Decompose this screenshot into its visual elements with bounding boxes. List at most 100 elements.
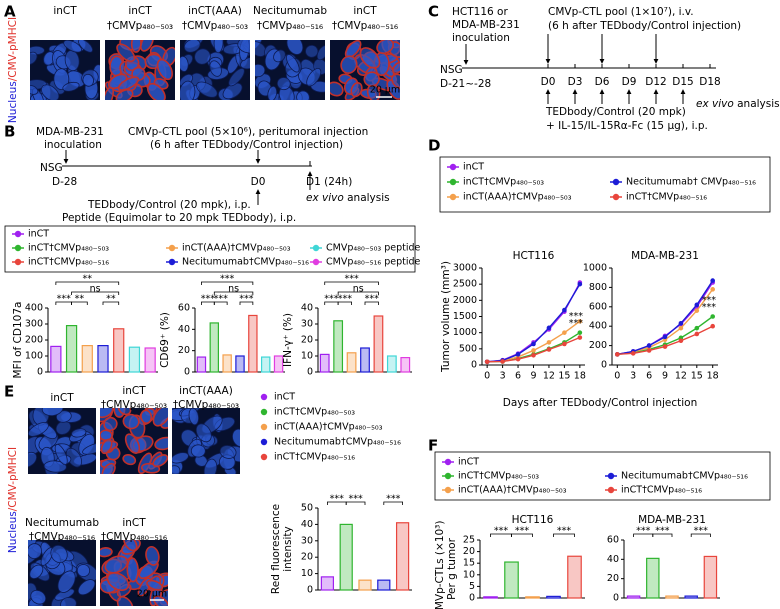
data-point <box>615 352 620 357</box>
label: D-28 <box>52 176 77 188</box>
stain-nucleus: Nucleus <box>7 81 19 123</box>
micrograph <box>172 408 240 474</box>
significance-label: ** <box>106 294 116 305</box>
image-title: †CMVp₄₈₀₋₅₁₆ <box>257 20 323 32</box>
bar <box>339 523 353 591</box>
bar <box>50 345 62 373</box>
significance-bracket <box>553 533 575 537</box>
legend-marker <box>168 258 176 266</box>
cell <box>340 55 358 74</box>
x-tick-label: 12 <box>543 371 555 382</box>
data-point <box>694 302 700 308</box>
data-point <box>710 287 715 292</box>
bar <box>248 314 258 373</box>
legend-entry: inCT(AAA)†CMVp₄₈₀₋₅₀₃ <box>274 422 383 433</box>
data-point <box>710 278 715 283</box>
image-title: Necitumumab <box>25 517 99 529</box>
micrograph <box>28 540 96 606</box>
y-tick-label: 600 <box>589 301 607 312</box>
legend-entry: Necitumumab†CMVp₄₈₀₋₅₁₆ <box>621 471 748 482</box>
label: + IL-15/IL-15Rα-Fc (15 μg), i.p. <box>546 120 708 132</box>
significance-bracket <box>324 281 379 285</box>
cell <box>41 408 64 417</box>
bar <box>144 347 156 373</box>
micrograph <box>100 540 168 606</box>
data-point <box>562 307 567 313</box>
image-title: †CMVp₄₈₀₋₅₀₃ <box>182 20 248 32</box>
significance-label: ** <box>75 294 85 305</box>
significance-bracket <box>71 291 120 295</box>
bar <box>333 320 344 373</box>
significance-label: *** <box>386 494 401 505</box>
y-tick-label: 300 <box>25 319 43 330</box>
analysis-italic: ex vivo <box>696 98 734 110</box>
analysis-label: ex vivo analysis <box>696 98 780 110</box>
legend-marker <box>260 438 268 446</box>
bar <box>400 357 411 373</box>
cell <box>152 454 168 468</box>
y-tick-label: 1000 <box>453 327 477 338</box>
data-point <box>694 331 700 337</box>
cell <box>196 81 218 98</box>
y-tick-label: 30 <box>301 535 313 546</box>
significance-bracket <box>337 301 352 305</box>
label: D1 (24h) <box>306 176 352 188</box>
significance-label: *** <box>494 526 509 537</box>
bar <box>546 595 561 599</box>
y-tick-label: 25 <box>463 535 475 546</box>
label: (6 h after TEDbody/Control injection) <box>150 139 343 151</box>
significance-label: *** <box>348 494 363 505</box>
cell <box>145 545 160 566</box>
data-point <box>562 341 567 347</box>
stain-nucleus: Nucleus <box>7 511 19 553</box>
data-point <box>630 351 636 356</box>
cell <box>28 422 49 437</box>
cell <box>100 438 113 455</box>
cell <box>209 60 222 77</box>
legend-entry: Necitumumab† CMVp₄₈₀₋₅₁₆ <box>626 177 756 188</box>
bar <box>346 352 357 373</box>
label: HCT116 or <box>452 6 508 18</box>
y-tick-label: 1000 <box>583 263 607 274</box>
legend-marker <box>444 472 452 480</box>
data-point <box>500 359 505 364</box>
label: inoculation <box>452 32 510 44</box>
analysis-text: analysis <box>734 98 780 110</box>
significance-bracket <box>71 301 88 305</box>
y-tick-label: 5 <box>469 581 475 592</box>
significance-label: *** <box>338 294 353 305</box>
significance-label: *** <box>702 295 717 306</box>
y-tick-label: 3000 <box>453 263 477 274</box>
legend-entry: CMVp₄₈₀₋₅₀₃ peptide <box>326 243 421 254</box>
significance-label: *** <box>201 294 216 305</box>
data-point <box>531 348 536 353</box>
micrograph <box>330 40 400 100</box>
cell <box>28 451 37 468</box>
cell <box>76 564 91 577</box>
cell <box>123 540 138 552</box>
x-tick-label: 6 <box>515 371 521 382</box>
legend-marker <box>449 193 457 201</box>
data-point <box>646 348 652 353</box>
y-tick-label: 40 <box>301 303 313 314</box>
image-title: inCT <box>50 392 74 404</box>
cell <box>273 49 286 63</box>
significance-bracket <box>102 301 120 305</box>
x-tick-label: 3 <box>500 371 506 382</box>
y-tick-label: 60 <box>178 303 190 314</box>
significance-label: *** <box>57 294 72 305</box>
cell <box>180 80 196 100</box>
legend-entry: inCT(AAA)†CMVp₄₈₀₋₅₀₃ <box>458 485 567 496</box>
y-axis-label: Per g tumor <box>446 537 458 599</box>
image-title: inCT <box>53 5 77 17</box>
cell <box>30 589 47 605</box>
image-title: inCT(AAA) <box>188 5 242 17</box>
y-tick-label: 20 <box>463 546 475 557</box>
y-tick-label: 40 <box>607 554 619 565</box>
micrograph <box>105 40 175 100</box>
significance-label: *** <box>636 526 651 537</box>
cell <box>222 82 243 100</box>
legend-entry: inCT†CMVp₄₈₀₋₅₀₃ <box>274 407 355 418</box>
cell <box>56 410 72 423</box>
